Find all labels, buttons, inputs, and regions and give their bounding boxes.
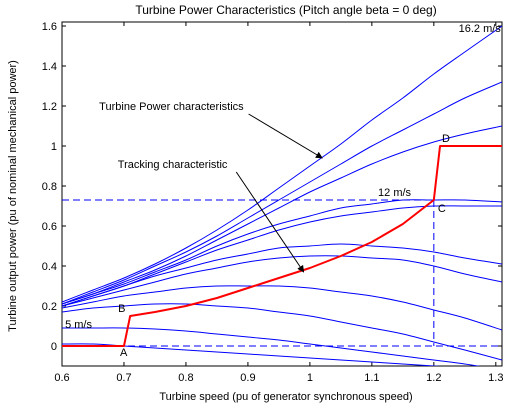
x-axis-label: Turbine speed (pu of generator synchrono… [159,391,412,403]
point-label: A [120,347,128,359]
x-tick-label: 1.3 [488,372,503,384]
x-tick-label: 1.1 [364,372,379,384]
y-tick-label: 1 [51,141,57,153]
x-tick-label: 1 [307,372,313,384]
power-curve-line [62,303,502,361]
power-curve-line [62,343,442,366]
tracking-characteristic-line [62,145,502,347]
plot-data-group [62,25,502,366]
y-axis-label: Turbine output power (pu of nominal mech… [7,60,19,332]
power-curve-line [62,255,502,307]
y-tick-label: 0.8 [42,181,57,193]
y-tick-label: 1.4 [42,61,57,73]
power-curve-line [62,285,502,331]
power-curve-line [62,125,502,305]
point-label: D [442,133,450,145]
x-tick-label: 1.2 [426,372,441,384]
point-label: B [118,303,125,315]
x-tick-label: 0.9 [240,372,255,384]
y-tick-label: 0.6 [42,221,57,233]
y-tick-label: 1.2 [42,101,57,113]
y-tick-label: 0.2 [42,301,57,313]
point-label: C [438,203,446,215]
plot-frame [61,21,503,367]
x-tick-label: 0.8 [178,372,193,384]
power-curve-line [62,199,502,305]
annotation-arrow [248,113,323,159]
annotation-text: Turbine Power characteristics [99,101,244,113]
y-tick-label: 1.6 [42,21,57,33]
annotation-text: 16.2 m/s [459,23,502,35]
power-curve-line [62,25,502,303]
x-tick-label: 0.6 [54,372,69,384]
annotation-text: 5 m/s [65,319,92,331]
y-tick-label: 0.4 [42,261,57,273]
power-curve-line [62,327,481,366]
y-tick-label: 0 [51,341,57,353]
power-curve-line [62,81,502,305]
annotation-text: Tracking characteristic [118,159,228,171]
x-tick-label: 0.7 [116,372,131,384]
annotation-arrow [235,171,305,273]
plot-area: 0.6 0.7 0.8 0.9 1 1.1 1.2 1.3 0 0.2 0.4 0.6 0.8 1 1.2 1… [42,21,504,384]
annotation-text: 12 m/s [378,187,412,199]
chart-title: Turbine Power Characteristics (Pitch ang… [135,3,436,17]
